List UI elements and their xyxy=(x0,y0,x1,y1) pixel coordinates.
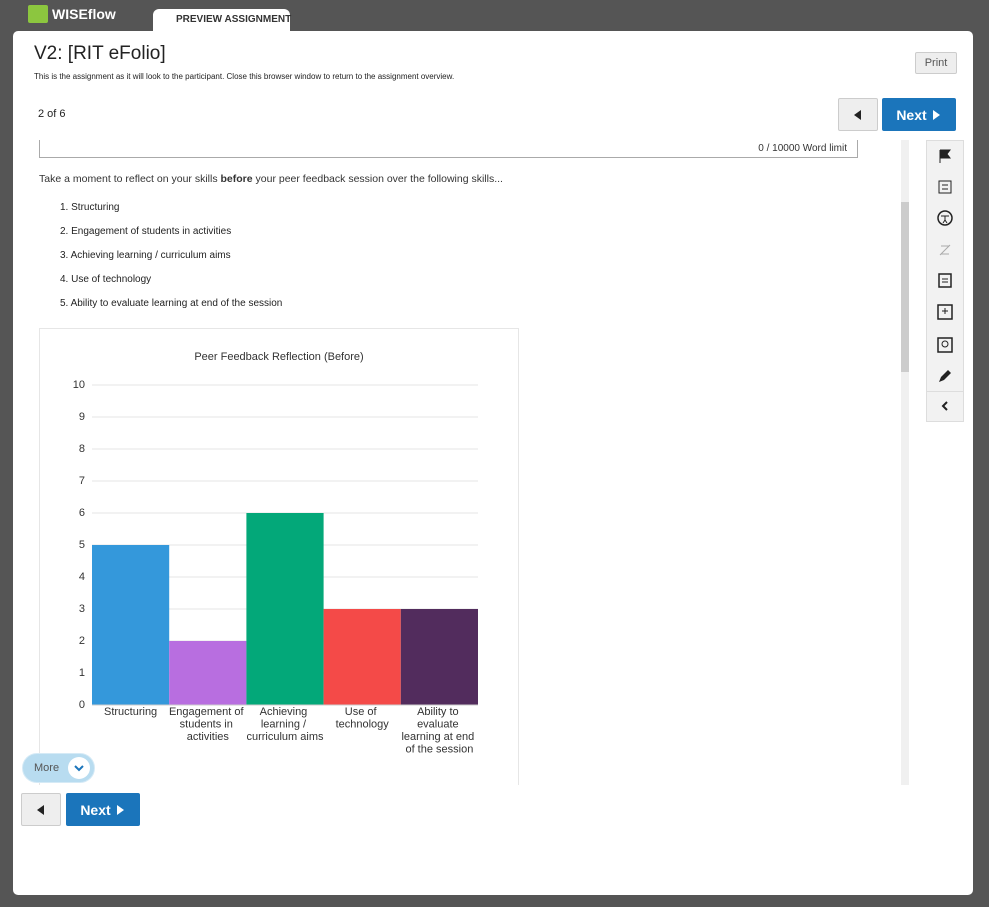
next-label: Next xyxy=(896,106,927,123)
title: V2: [RIT eFolio] xyxy=(34,43,166,64)
intro-text: your peer feedback session over the foll… xyxy=(252,173,503,185)
tab-label: PREVIEW ASSIGNMENT xyxy=(176,14,292,25)
clipboard-icon[interactable] xyxy=(926,266,964,294)
y-tick-label: 6 xyxy=(79,507,85,519)
bottom-prev-button[interactable] xyxy=(21,793,61,826)
editor-box[interactable] xyxy=(39,140,858,158)
y-tick-label: 8 xyxy=(79,443,85,455)
translate-icon[interactable] xyxy=(926,236,964,264)
more-icon xyxy=(68,757,90,779)
flag-icon[interactable] xyxy=(926,142,964,170)
x-tick-label: Engagement of students in activities xyxy=(169,706,247,743)
x-tick-label: Achieving learning / curriculum aims xyxy=(246,706,324,743)
bottom-next-button[interactable]: Next xyxy=(66,793,140,826)
word-limit: 0 / 10000 Word limit xyxy=(758,143,847,154)
logo: WISEflow xyxy=(52,6,116,22)
subtitle: This is the assignment as it will look t… xyxy=(34,72,455,81)
y-tick-label: 3 xyxy=(79,603,85,615)
next-button[interactable]: Next xyxy=(882,98,956,131)
y-tick-label: 1 xyxy=(79,667,85,679)
y-tick-label: 0 xyxy=(79,699,85,711)
y-tick-label: 4 xyxy=(79,571,85,583)
position: 2 of 6 xyxy=(38,108,66,120)
y-tick-label: 7 xyxy=(79,475,85,487)
search-note-icon[interactable] xyxy=(926,331,964,359)
list-icon[interactable] xyxy=(926,173,964,201)
bar xyxy=(169,641,247,705)
y-tick-label: 9 xyxy=(79,411,85,423)
list-item: 3. Achieving learning / curriculum aims xyxy=(60,250,231,261)
bar xyxy=(92,545,170,705)
x-tick-label: Use of technology xyxy=(336,706,390,731)
list-item: 4. Use of technology xyxy=(60,274,152,285)
chart-title: Peer Feedback Reflection (Before) xyxy=(194,351,363,363)
bar xyxy=(246,513,324,705)
intro: Take a moment to reflect on your skills … xyxy=(39,173,503,185)
prev-button[interactable] xyxy=(838,98,878,131)
note-icon[interactable] xyxy=(926,298,964,326)
intro-text: Take a moment to reflect on your skills xyxy=(39,173,221,185)
tab[interactable] xyxy=(153,9,290,33)
list-item: 1. Structuring xyxy=(60,202,120,213)
logo-icon xyxy=(28,5,48,23)
list-item: 2. Engagement of students in activities xyxy=(60,226,232,237)
chart: Peer Feedback Reflection (Before) 0 1 2 3 4 5… xyxy=(39,328,519,785)
bar xyxy=(323,609,401,705)
intro-bold: before xyxy=(220,173,253,185)
more-label: More xyxy=(34,762,60,774)
scrollbar[interactable] xyxy=(901,140,909,785)
y-tick-label: 2 xyxy=(79,635,85,647)
x-tick-label: Ability to evaluate learning at end of t… xyxy=(401,706,477,756)
bar xyxy=(400,609,478,705)
pen-icon[interactable] xyxy=(926,365,964,387)
x-tick-label: Structuring xyxy=(104,706,157,718)
print-button[interactable]: Print xyxy=(915,52,957,74)
y-tick-label: 5 xyxy=(79,539,85,551)
collapse-icon[interactable] xyxy=(926,391,964,420)
list-item: 5. Ability to evaluate learning at end o… xyxy=(60,298,283,309)
next-label: Next xyxy=(80,801,111,818)
accessibility-icon[interactable] xyxy=(926,204,964,232)
y-tick-label: 10 xyxy=(73,379,85,391)
